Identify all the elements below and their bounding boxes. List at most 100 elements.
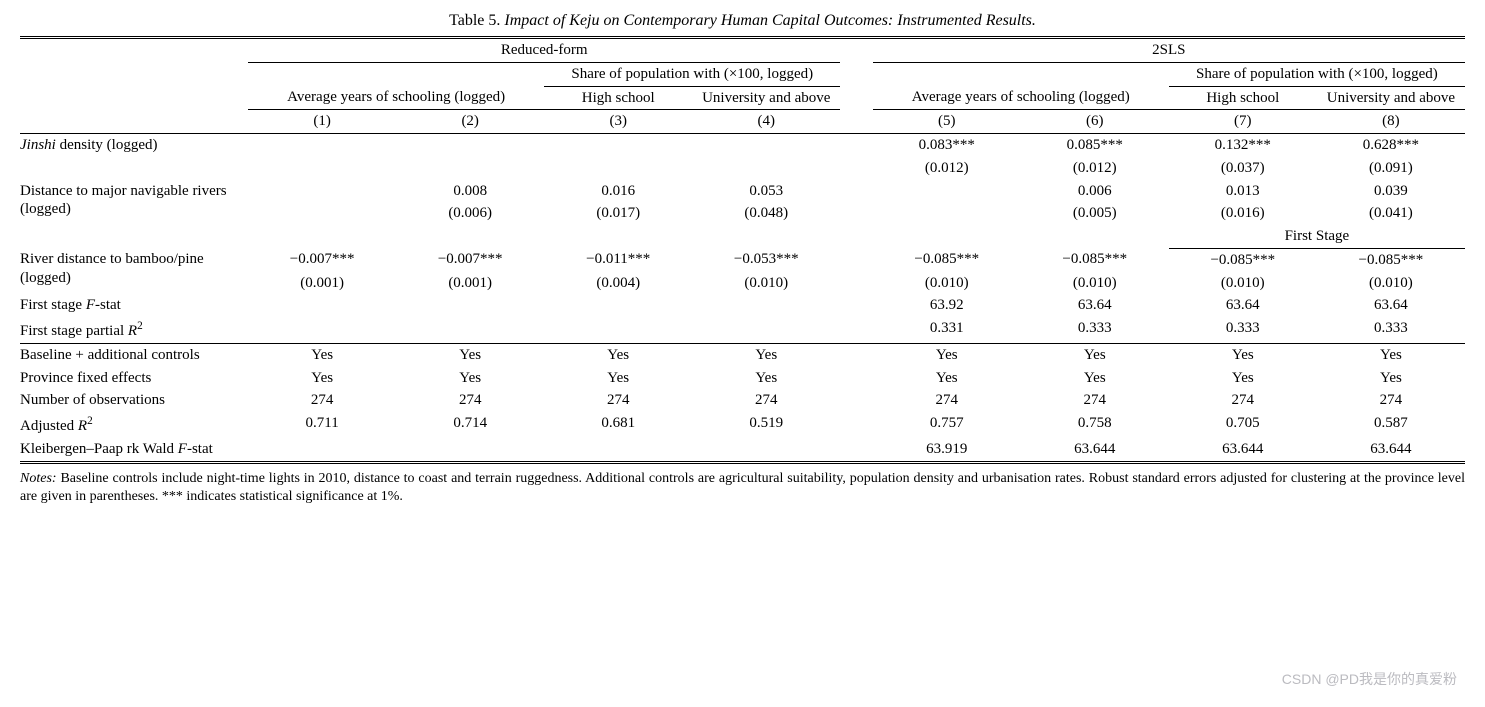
cell: 0.519 (692, 412, 840, 438)
cell-se: (0.010) (1169, 272, 1317, 295)
table-row: Kleibergen–Paap rk Wald F-stat 63.919 63… (20, 438, 1465, 462)
cell (248, 134, 396, 157)
col-uni-left: University and above (692, 86, 840, 110)
avg-header-left: Average years of schooling (logged) (248, 86, 544, 110)
cell: Yes (873, 367, 1021, 390)
cell: 0.008 (396, 180, 544, 203)
rowlabel-adjr2: Adjusted R2 (20, 412, 248, 438)
rowlabel-blank (20, 225, 248, 248)
table-row: (0.012) (0.012) (0.037) (0.091) (20, 157, 1465, 180)
cell: Yes (1317, 343, 1465, 366)
colnum-2: (2) (396, 110, 544, 134)
cell (692, 134, 840, 157)
cell: 0.681 (544, 412, 692, 438)
rowlabel-fstat: First stage F-stat (20, 294, 248, 317)
cell (692, 317, 840, 343)
cell-se: (0.012) (1021, 157, 1169, 180)
cell (248, 202, 396, 225)
cell: −0.007*** (396, 248, 544, 271)
table-row: Province fixed effects Yes Yes Yes Yes Y… (20, 367, 1465, 390)
table-row: Jinshi density (logged) 0.083*** 0.085**… (20, 134, 1465, 157)
cell-se: (0.005) (1021, 202, 1169, 225)
cell: Yes (1021, 343, 1169, 366)
cell: Yes (1169, 367, 1317, 390)
results-table: Reduced-form 2SLS Share of population wi… (20, 36, 1465, 464)
cell (396, 438, 544, 462)
cell: 0.053 (692, 180, 840, 203)
cell: 274 (1021, 389, 1169, 412)
share-header-right: Share of population with (×100, logged) (1169, 62, 1465, 86)
cell: 0.333 (1021, 317, 1169, 343)
cell: 0.085*** (1021, 134, 1169, 157)
cell: 63.644 (1317, 438, 1465, 462)
cell (396, 317, 544, 343)
cell (248, 294, 396, 317)
cell (396, 134, 544, 157)
cell: −0.085*** (1317, 248, 1465, 271)
cell: 63.64 (1021, 294, 1169, 317)
cell-se: (0.048) (692, 202, 840, 225)
cell (544, 134, 692, 157)
cell (692, 157, 840, 180)
header-gap (840, 62, 872, 86)
cell (248, 157, 396, 180)
header-gap (840, 38, 872, 63)
table-row: River distance to bamboo/pine (logged) −… (20, 248, 1465, 271)
rowlabel-blank (20, 157, 248, 180)
rowlabel-baseline: Baseline + additional controls (20, 343, 248, 366)
cell: 274 (544, 389, 692, 412)
cell-gap (840, 317, 872, 343)
cell: 0.758 (1021, 412, 1169, 438)
caption-prefix: Table 5. (449, 12, 504, 29)
cell-se: (0.010) (873, 272, 1021, 295)
cell-gap (840, 412, 872, 438)
cell-se: (0.091) (1317, 157, 1465, 180)
col-hs-right: High school (1169, 86, 1317, 110)
cell (396, 225, 544, 248)
cell (248, 438, 396, 462)
cell: −0.085*** (1169, 248, 1317, 271)
cell: Yes (1021, 367, 1169, 390)
table-notes: Notes: Baseline controls include night-t… (20, 470, 1465, 506)
table-row: Distance to major navigable rivers (logg… (20, 180, 1465, 203)
cell (248, 225, 396, 248)
cell (692, 294, 840, 317)
cell (396, 157, 544, 180)
cell-se: (0.017) (544, 202, 692, 225)
cell: 0.757 (873, 412, 1021, 438)
cell: −0.011*** (544, 248, 692, 271)
cell (1021, 225, 1169, 248)
cell-gap (840, 294, 872, 317)
cell: Yes (873, 343, 1021, 366)
header-blank (20, 110, 248, 134)
cell: −0.085*** (873, 248, 1021, 271)
rowlabel-provfe: Province fixed effects (20, 367, 248, 390)
table-row: First Stage (20, 225, 1465, 248)
cell: 0.132*** (1169, 134, 1317, 157)
cell (544, 294, 692, 317)
colnum-1: (1) (248, 110, 396, 134)
cell: 274 (1169, 389, 1317, 412)
cell: Yes (544, 343, 692, 366)
table-row: First stage partial R2 0.331 0.333 0.333… (20, 317, 1465, 343)
cell: Yes (248, 343, 396, 366)
rowlabel-nobs: Number of observations (20, 389, 248, 412)
cell: 0.587 (1317, 412, 1465, 438)
cell: −0.053*** (692, 248, 840, 271)
cell: 0.333 (1317, 317, 1465, 343)
header-blank (248, 62, 544, 86)
cell-gap (840, 180, 872, 203)
colnum-6: (6) (1021, 110, 1169, 134)
cell (873, 225, 1021, 248)
cell-se: (0.016) (1169, 202, 1317, 225)
cell (544, 157, 692, 180)
cell: Yes (1169, 343, 1317, 366)
table-row: Baseline + additional controls Yes Yes Y… (20, 343, 1465, 366)
cell: Yes (1317, 367, 1465, 390)
cell: 63.644 (1021, 438, 1169, 462)
cell (248, 180, 396, 203)
cell (873, 202, 1021, 225)
header-gap (840, 86, 872, 110)
cell: 0.039 (1317, 180, 1465, 203)
cell-gap (840, 202, 872, 225)
